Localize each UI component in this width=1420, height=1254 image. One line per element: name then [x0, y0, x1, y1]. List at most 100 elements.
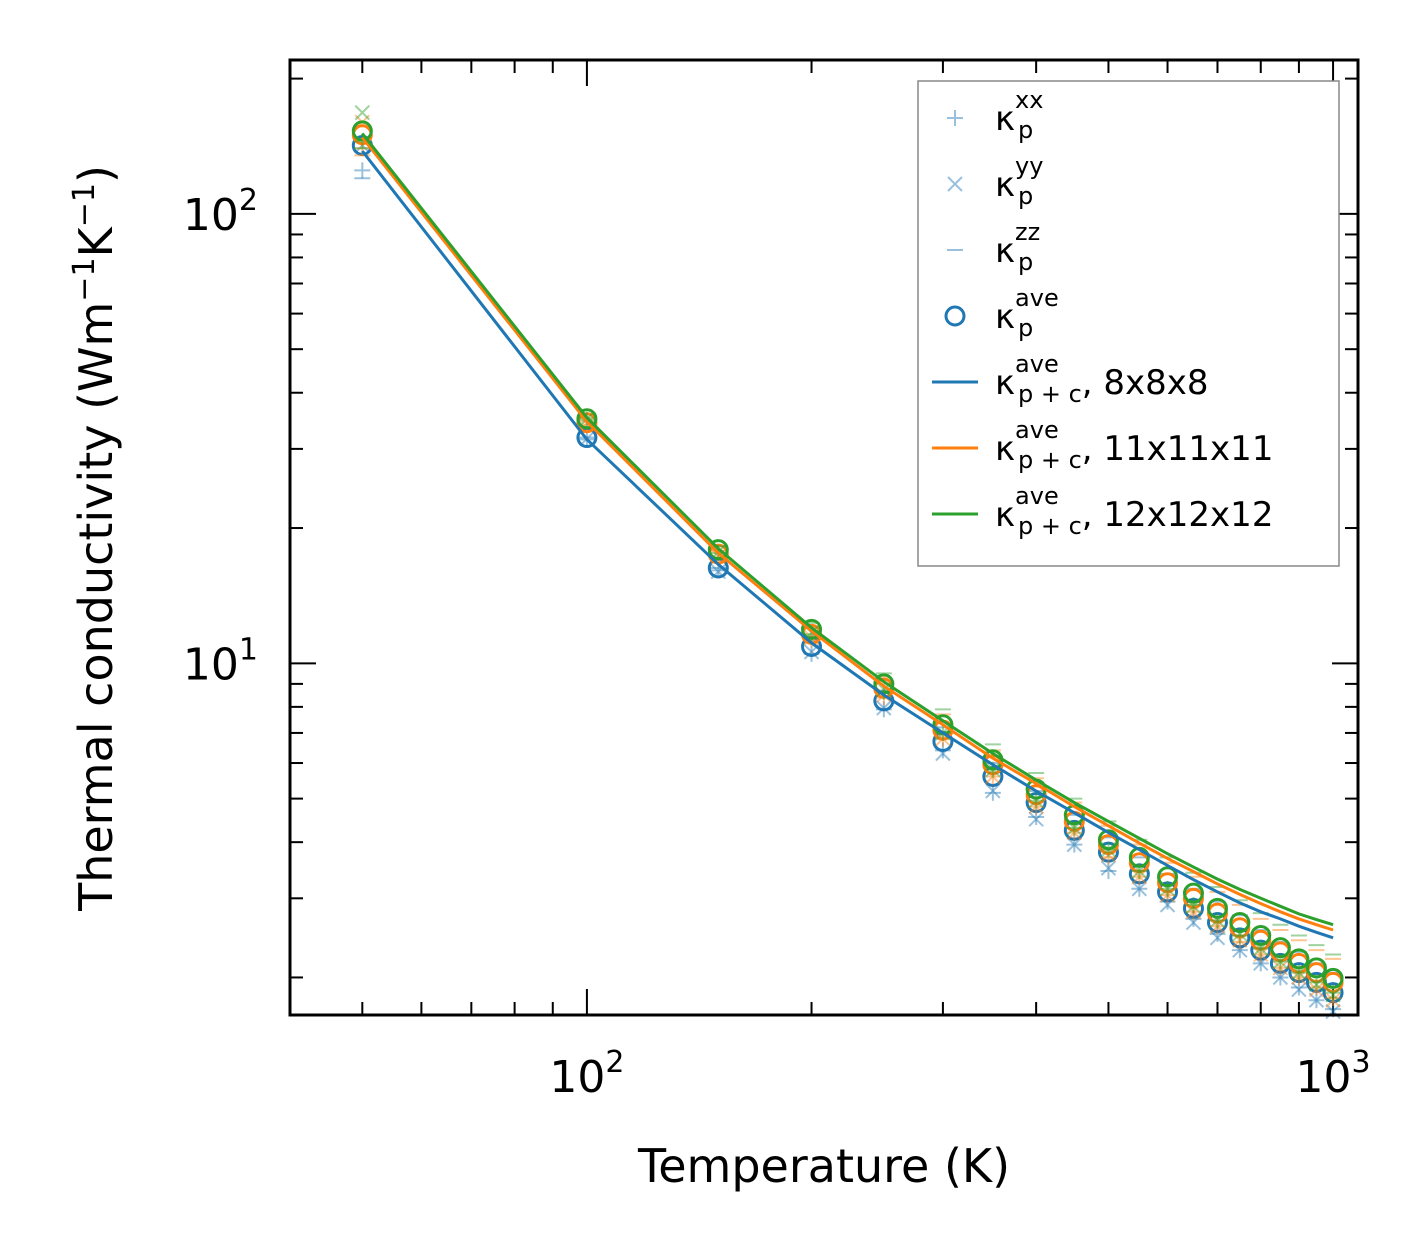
- marker-yy: [1209, 930, 1226, 946]
- major-ticks: [290, 60, 1358, 1015]
- marker-yy: [1308, 976, 1325, 993]
- marker-yy-a: [1291, 981, 1307, 998]
- legend-entry: κxx p: [947, 86, 1043, 144]
- marker-yy-b: [1308, 992, 1325, 1008]
- marker-yy-b: [354, 104, 371, 121]
- line-pc-8x8x8: [361, 150, 1334, 940]
- x-tick-label: 103: [1296, 1045, 1371, 1103]
- marker-xx: [1159, 887, 1176, 904]
- marker-yy: [876, 700, 892, 716]
- marker-yy-a: [1291, 969, 1307, 986]
- marker-ave: [576, 408, 598, 430]
- marker-yy-a: [876, 700, 892, 716]
- marker-ave: [1063, 819, 1085, 841]
- marker-yy-a: [1308, 992, 1325, 1008]
- marker-yy-b: [1272, 969, 1289, 986]
- legend-cross-b: [947, 176, 963, 192]
- marker-ave: [351, 120, 373, 142]
- marker-yy-a: [1253, 946, 1269, 963]
- marker-yy: [1272, 960, 1289, 976]
- marker-yy-a: [1272, 969, 1289, 986]
- marker-yy-b: [1291, 981, 1307, 998]
- legend-label: κave p + c, 8x8x8: [995, 350, 1209, 408]
- marker-yy-a: [1272, 960, 1289, 976]
- marker-yy-b: [1185, 914, 1202, 931]
- marker-yy: [1308, 992, 1325, 1008]
- marker-ave: [1025, 792, 1047, 814]
- marker-xx: [1272, 959, 1289, 976]
- marker-ave: [1182, 897, 1204, 919]
- marker-xx: [984, 768, 1001, 785]
- marker-yy-b: [876, 700, 892, 716]
- marker-xx: [1028, 792, 1045, 809]
- marker-yy: [1272, 969, 1289, 986]
- marker-ave: [1250, 939, 1272, 961]
- marker-xx: [1100, 849, 1117, 866]
- marker-ave: [1206, 897, 1228, 919]
- marker-yy-a: [1308, 976, 1325, 993]
- legend-marker-cross: [947, 176, 963, 192]
- marker-yy-b: [1308, 981, 1325, 998]
- marker-yy-a: [1028, 811, 1044, 827]
- marker-ave: [1229, 912, 1251, 934]
- marker-xx: [1185, 910, 1202, 927]
- marker-yy-a: [1185, 914, 1202, 931]
- line-pc-11x11x11: [361, 136, 1334, 932]
- marker-xx: [1308, 992, 1325, 1009]
- marker-yy: [1308, 981, 1325, 998]
- marker-yy: [354, 104, 371, 121]
- y-tick-label: 102: [183, 183, 258, 241]
- marker-xx: [984, 784, 1001, 801]
- marker-xx: [1185, 896, 1202, 913]
- legend: κxx p κyy p κzz p κave p κave p + c, 8x8x8 κave p +…: [917, 80, 1340, 567]
- marker-yy-a: [1325, 992, 1341, 1008]
- marker-ave: [1182, 882, 1204, 904]
- marker-yy-b: [985, 783, 1001, 799]
- legend-entry: κzz p: [947, 218, 1040, 276]
- marker-yy-a: [985, 783, 1001, 799]
- marker-yy-b: [1131, 881, 1148, 897]
- legend-entry: κyy p: [947, 152, 1043, 210]
- legend-cross-a: [947, 176, 963, 192]
- legend-items: κxx p κyy p κzz p κave p κave p + c, 8x8x8 κave p +…: [932, 86, 1273, 540]
- line-pc-12x12x12: [361, 132, 1334, 927]
- legend-marker-circle: [944, 305, 966, 327]
- marker-xx: [354, 162, 371, 179]
- marker-ave: [801, 618, 823, 640]
- legend-entry: κave p: [944, 284, 1059, 342]
- marker-yy: [1185, 914, 1202, 931]
- marker-yy: [1100, 860, 1117, 876]
- x-axis-title: Temperature (K): [637, 1139, 1010, 1193]
- marker-ave: [1157, 881, 1179, 903]
- marker-yy-a: [1209, 930, 1226, 946]
- legend-entry: κave p + c, 8x8x8: [932, 350, 1209, 408]
- marker-yy: [1325, 992, 1341, 1008]
- marker-xx: [1209, 912, 1226, 929]
- marker-xx: [1231, 942, 1248, 959]
- marker-yy-b: [1066, 836, 1083, 853]
- marker-yy-a: [1066, 836, 1083, 853]
- legend-label: κave p + c, 12x12x12: [995, 482, 1273, 540]
- marker-yy-b: [1209, 930, 1226, 946]
- legend-label: κyy p: [995, 152, 1043, 210]
- marker-yy-a: [354, 104, 371, 121]
- marker-ave: [1157, 872, 1179, 894]
- marker-yy: [1325, 987, 1341, 1003]
- legend-label: κxx p: [995, 86, 1043, 144]
- marker-yy: [1066, 836, 1083, 853]
- legend-label: κave p + c, 11x11x11: [995, 416, 1273, 474]
- marker-xx: [1159, 880, 1176, 897]
- tick-labels: 102 103 101 102: [183, 183, 1371, 1103]
- marker-yy-a: [876, 681, 892, 698]
- marker-yy-a: [803, 644, 820, 660]
- marker-yy: [1131, 881, 1148, 897]
- marker-yy-a: [1325, 987, 1341, 1003]
- marker-ave: [1322, 982, 1344, 1004]
- marker-ave: [1322, 967, 1344, 989]
- marker-yy-b: [1100, 860, 1117, 876]
- marker-yy-b: [1028, 811, 1044, 827]
- legend-marker-plus: [947, 110, 963, 126]
- marker-yy: [1028, 811, 1044, 827]
- marker-yy-a: [1308, 981, 1325, 998]
- marker-ave: [707, 539, 729, 561]
